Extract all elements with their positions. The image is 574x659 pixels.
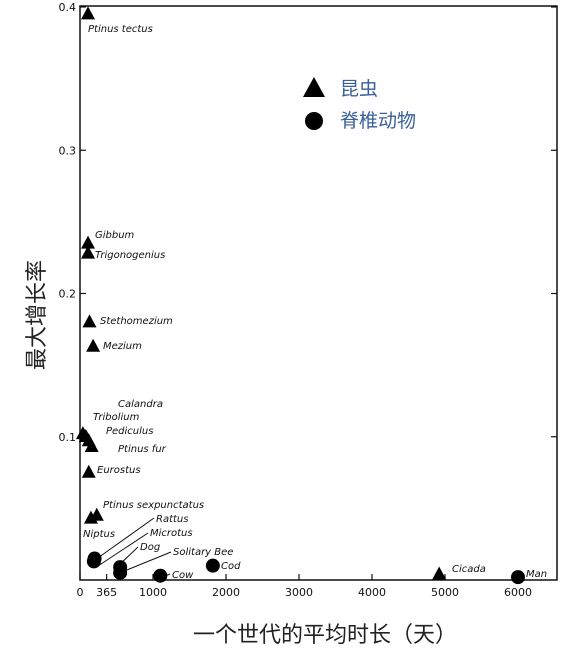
y-tick-label: 0.4	[59, 1, 77, 14]
data-marks	[75, 6, 525, 585]
insect-point	[81, 6, 96, 20]
insect-point	[83, 510, 98, 524]
insect-point	[82, 314, 97, 328]
leader-lines	[94, 517, 220, 579]
leader-line	[97, 532, 149, 567]
point-label: Man	[526, 569, 547, 580]
point-label: Pediculus	[106, 426, 153, 437]
legend-insects-label: 昆虫	[340, 78, 378, 100]
legend-vertebrates-label: 脊椎动物	[340, 110, 416, 132]
point-label: Cicada	[452, 564, 486, 575]
x-tick-label: 4000	[358, 586, 386, 599]
point-label: Rattus	[156, 514, 188, 525]
insect-point	[81, 235, 96, 249]
insect-point	[84, 438, 99, 452]
x-tick-label: 1000	[139, 586, 167, 599]
point-label: Mezium	[103, 341, 142, 352]
y-tick-label: 0.1	[59, 431, 77, 444]
legend-triangle-marker	[303, 77, 325, 97]
point-label: Cow	[172, 570, 194, 581]
vertebrate-point	[511, 570, 525, 585]
x-axis-title: 一个世代的平均时长（天）	[193, 623, 457, 648]
x-tick-label: 2000	[212, 586, 240, 599]
x-tick-label: 365	[96, 586, 117, 599]
point-label: Ptinus sexpunctatus	[103, 500, 204, 511]
point-label: Microtus	[150, 528, 193, 539]
point-label: Tribolium	[93, 412, 140, 423]
y-tick-label: 0.2	[59, 288, 77, 301]
point-label: Gibbum	[95, 230, 135, 241]
legend-circle-marker	[305, 112, 323, 130]
point-label: Ptinus tectus	[88, 24, 153, 35]
leader-line	[121, 551, 172, 573]
insect-point	[86, 338, 101, 352]
x-tick-label: 5000	[431, 586, 459, 599]
point-labels: Ptinus tectus Gibbum Trigonogenius Stethome…	[83, 24, 547, 581]
point-label: Dog	[140, 542, 160, 553]
point-label: Niptus	[83, 529, 115, 540]
vertebrate-point	[113, 565, 128, 580]
y-tick-label: 0.3	[59, 144, 77, 157]
point-label: Calandra	[118, 399, 163, 410]
insect-point	[432, 566, 447, 580]
point-label: Solitary Bee	[173, 547, 233, 558]
vertebrate-point	[153, 568, 168, 583]
vertebrate-point	[205, 558, 220, 573]
x-tick-label: 0	[77, 586, 84, 599]
x-tick-label: 3000	[285, 586, 313, 599]
leader-line	[94, 517, 155, 561]
point-label: Stethomezium	[100, 316, 173, 327]
tick-labels: 0 365 1000 2000 3000 4000 5000 6000 0.1 0.2 0.3 0.4	[59, 1, 533, 599]
y-axis-title: 最大增长率	[25, 260, 50, 370]
point-label: Eurostus	[97, 465, 141, 476]
legend: 昆虫 脊椎动物	[303, 77, 416, 132]
insect-point	[81, 245, 96, 259]
point-label: Ptinus fur	[118, 444, 167, 455]
point-label: Trigonogenius	[95, 250, 165, 261]
x-tick-label: 6000	[504, 586, 532, 599]
point-label: Cod	[221, 561, 241, 572]
insect-point	[81, 464, 96, 478]
vertebrate-point	[86, 554, 101, 569]
